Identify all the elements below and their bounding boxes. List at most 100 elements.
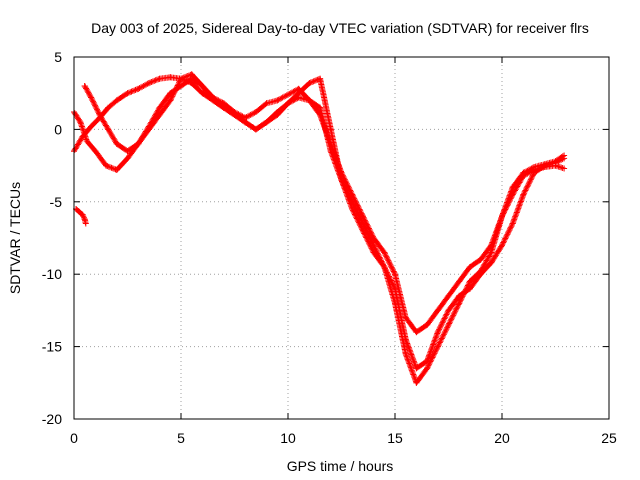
data-point [466,264,473,270]
data-point [252,126,259,133]
x-tick-labels: 0 5 10 15 20 25 [70,430,617,446]
data-point [263,100,270,107]
data-point [88,94,95,101]
data-point [220,104,227,111]
data-point [456,300,463,307]
data-point [77,119,84,126]
data-point [488,249,495,256]
data-point [83,138,90,144]
data-point [88,123,95,130]
data-point [145,80,152,87]
data-point [263,119,270,126]
data-point [199,90,206,97]
data-point [466,278,473,285]
data-point [434,343,441,350]
data-point [445,321,452,328]
data-point [561,165,568,172]
data-point [456,278,463,285]
data-point [113,140,120,147]
data-point [349,206,356,212]
data-point [499,242,505,249]
y-tick-label: 0 [54,121,62,137]
data-point [79,133,86,140]
y-tick-label: -10 [42,266,62,282]
data-point [424,365,431,372]
plot-frame [73,56,610,420]
data-point [392,300,398,307]
data-point [413,329,420,336]
data-point [445,307,452,314]
data-point [509,191,516,198]
data-point [210,97,217,104]
data-point [509,220,516,227]
data-point [434,307,441,314]
data-series [71,71,568,386]
data-point [541,164,548,170]
data-point [285,100,291,107]
data-point [135,85,142,92]
grid-lines [74,57,609,419]
y-tick-label: 5 [54,49,62,65]
data-point [124,155,131,162]
data-point [135,140,142,147]
data-point [531,166,538,173]
data-point [370,249,377,256]
data-point [306,80,313,87]
data-point [381,249,388,256]
data-point [145,126,152,133]
data-point [381,264,388,270]
x-tick-label: 10 [280,430,296,446]
data-point [113,97,120,104]
data-point [317,104,324,111]
data-point [338,177,345,184]
y-axis-label: SDTVAR / TECUs [7,182,23,294]
data-point [231,111,238,118]
data-point [81,83,88,89]
x-tick-label: 20 [494,430,510,446]
data-point [295,94,302,101]
data-point [82,220,89,227]
series-trace [71,74,566,386]
y-tick-label: -20 [42,411,62,427]
data-point [499,213,505,220]
data-point [413,365,420,372]
data-point [103,162,110,169]
axis-ticks [73,56,610,420]
data-point [413,379,420,386]
y-tick-labels: -20 -15 -10 -5 0 5 [42,49,62,427]
data-point [156,104,163,111]
data-point [113,166,120,173]
x-tick-label: 25 [601,430,617,446]
x-tick-label: 5 [177,430,185,446]
data-point [306,97,313,104]
data-point [81,216,88,223]
data-point [285,91,291,98]
data-point [274,97,281,104]
data-point [317,75,324,82]
data-point [327,148,334,155]
y-tick-label: -15 [42,339,62,355]
data-point [124,90,131,97]
data-point [359,227,366,234]
data-point [445,292,452,299]
data-point [105,104,112,111]
data-point [188,80,195,87]
data-point [199,83,206,89]
series-3 [71,74,568,386]
data-point [124,148,131,155]
data-point [79,211,86,218]
data-point [167,74,174,81]
data-point [520,191,527,198]
data-point [561,155,568,162]
x-axis-label: GPS time / hours [287,458,394,474]
x-tick-label: 0 [70,430,78,446]
data-point [520,172,527,179]
y-tick-label: -5 [50,194,63,210]
data-point [188,71,195,78]
data-point [392,271,398,278]
x-tick-label: 15 [387,430,403,446]
data-point [92,148,99,155]
data-point [477,268,484,275]
chart-title: Day 003 of 2025, Sidereal Day-to-day VTE… [91,20,589,36]
